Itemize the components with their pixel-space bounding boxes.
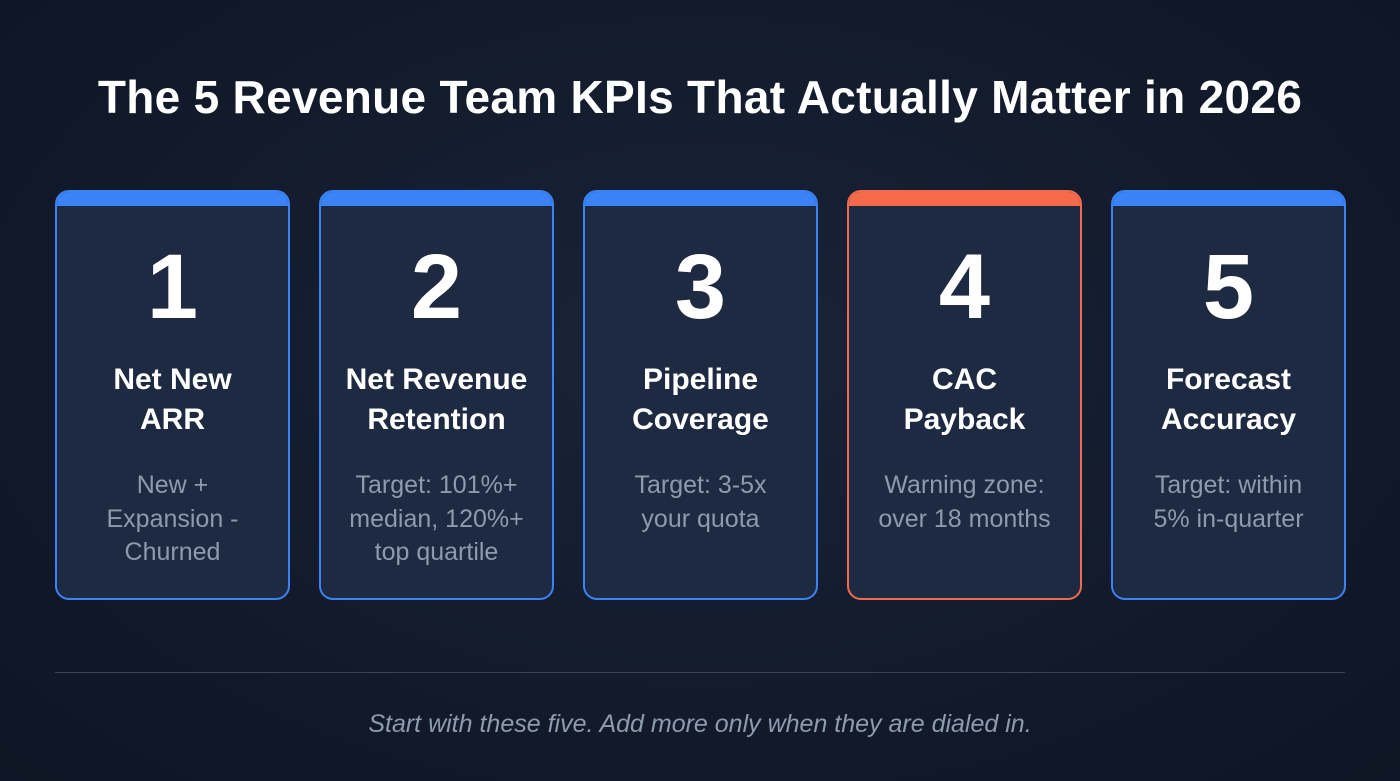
kpi-description-line: median, 120%+ (349, 504, 524, 533)
kpi-description: Target: 3-5x your quota (595, 469, 806, 536)
kpi-number: 3 (674, 236, 727, 338)
kpi-name-line: Net Revenue (345, 363, 528, 396)
kpi-name: Forecast Accuracy (1113, 360, 1344, 440)
kpi-description: Target: within 5% in-quarter (1123, 469, 1334, 536)
kpi-description-line: 5% in-quarter (1153, 504, 1304, 533)
kpi-name: Pipeline Coverage (585, 360, 816, 440)
card-accent-bar (1113, 192, 1344, 206)
card-accent-bar (849, 192, 1080, 206)
kpi-description-line: Target: within (1154, 471, 1303, 499)
kpi-name-line: Forecast (1165, 363, 1292, 396)
kpi-name-line: Payback (903, 403, 1026, 436)
kpi-number: 2 (410, 236, 463, 338)
kpi-description-line: over 18 months (878, 504, 1051, 533)
kpi-name-line: Retention (367, 403, 506, 436)
kpi-description: New + Expansion - Churned (67, 469, 278, 570)
kpi-description-line: top quartile (374, 538, 499, 566)
page-title: The 5 Revenue Team KPIs That Actually Ma… (97, 71, 1303, 123)
card-accent-bar (585, 192, 816, 206)
kpi-name-line: Coverage (632, 403, 769, 436)
kpi-name: Net Revenue Retention (321, 360, 552, 440)
card-accent-bar (57, 192, 288, 206)
kpi-card: 3 Pipeline Coverage Target: 3-5x your quot… (583, 190, 818, 600)
kpi-number: 5 (1202, 236, 1255, 338)
kpi-description-line: Churned (124, 538, 221, 566)
kpi-description-line: Target: 101%+ (355, 471, 518, 499)
kpi-number: 1 (146, 236, 199, 338)
kpi-description: Target: 101%+ median, 120%+ top quartile (331, 469, 542, 570)
kpi-name-line: Pipeline (642, 363, 759, 396)
kpi-card: 2 Net Revenue Retention Target: 101%+ medi… (319, 190, 554, 600)
footer-note: Start with these five. Add more only whe… (368, 710, 1032, 738)
kpi-description-line: your quota (641, 504, 760, 533)
kpi-description-line: Warning zone: (884, 471, 1045, 499)
kpi-name-line: ARR (140, 403, 205, 436)
kpi-description-line: Target: 3-5x (634, 471, 767, 499)
kpi-card: 4 CAC Payback Warning zone: over 18 months (847, 190, 1082, 600)
kpi-number: 4 (938, 236, 991, 338)
kpi-description-line: Expansion - (106, 504, 239, 533)
card-accent-bar (321, 192, 552, 206)
kpi-description: Warning zone: over 18 months (859, 469, 1070, 536)
kpi-card: 1 Net New ARR New + Expansion - Churned (55, 190, 290, 600)
kpi-name-line: Accuracy (1160, 403, 1297, 436)
divider (55, 672, 1345, 673)
kpi-name: CAC Payback (849, 360, 1080, 440)
kpi-name-line: Net New (113, 363, 232, 396)
kpi-card: 5 Forecast Accuracy Target: within 5% in-q… (1111, 190, 1346, 600)
kpi-description-line: New + (136, 471, 209, 499)
kpi-name-line: CAC (932, 363, 997, 396)
kpi-name: Net New ARR (57, 360, 288, 440)
